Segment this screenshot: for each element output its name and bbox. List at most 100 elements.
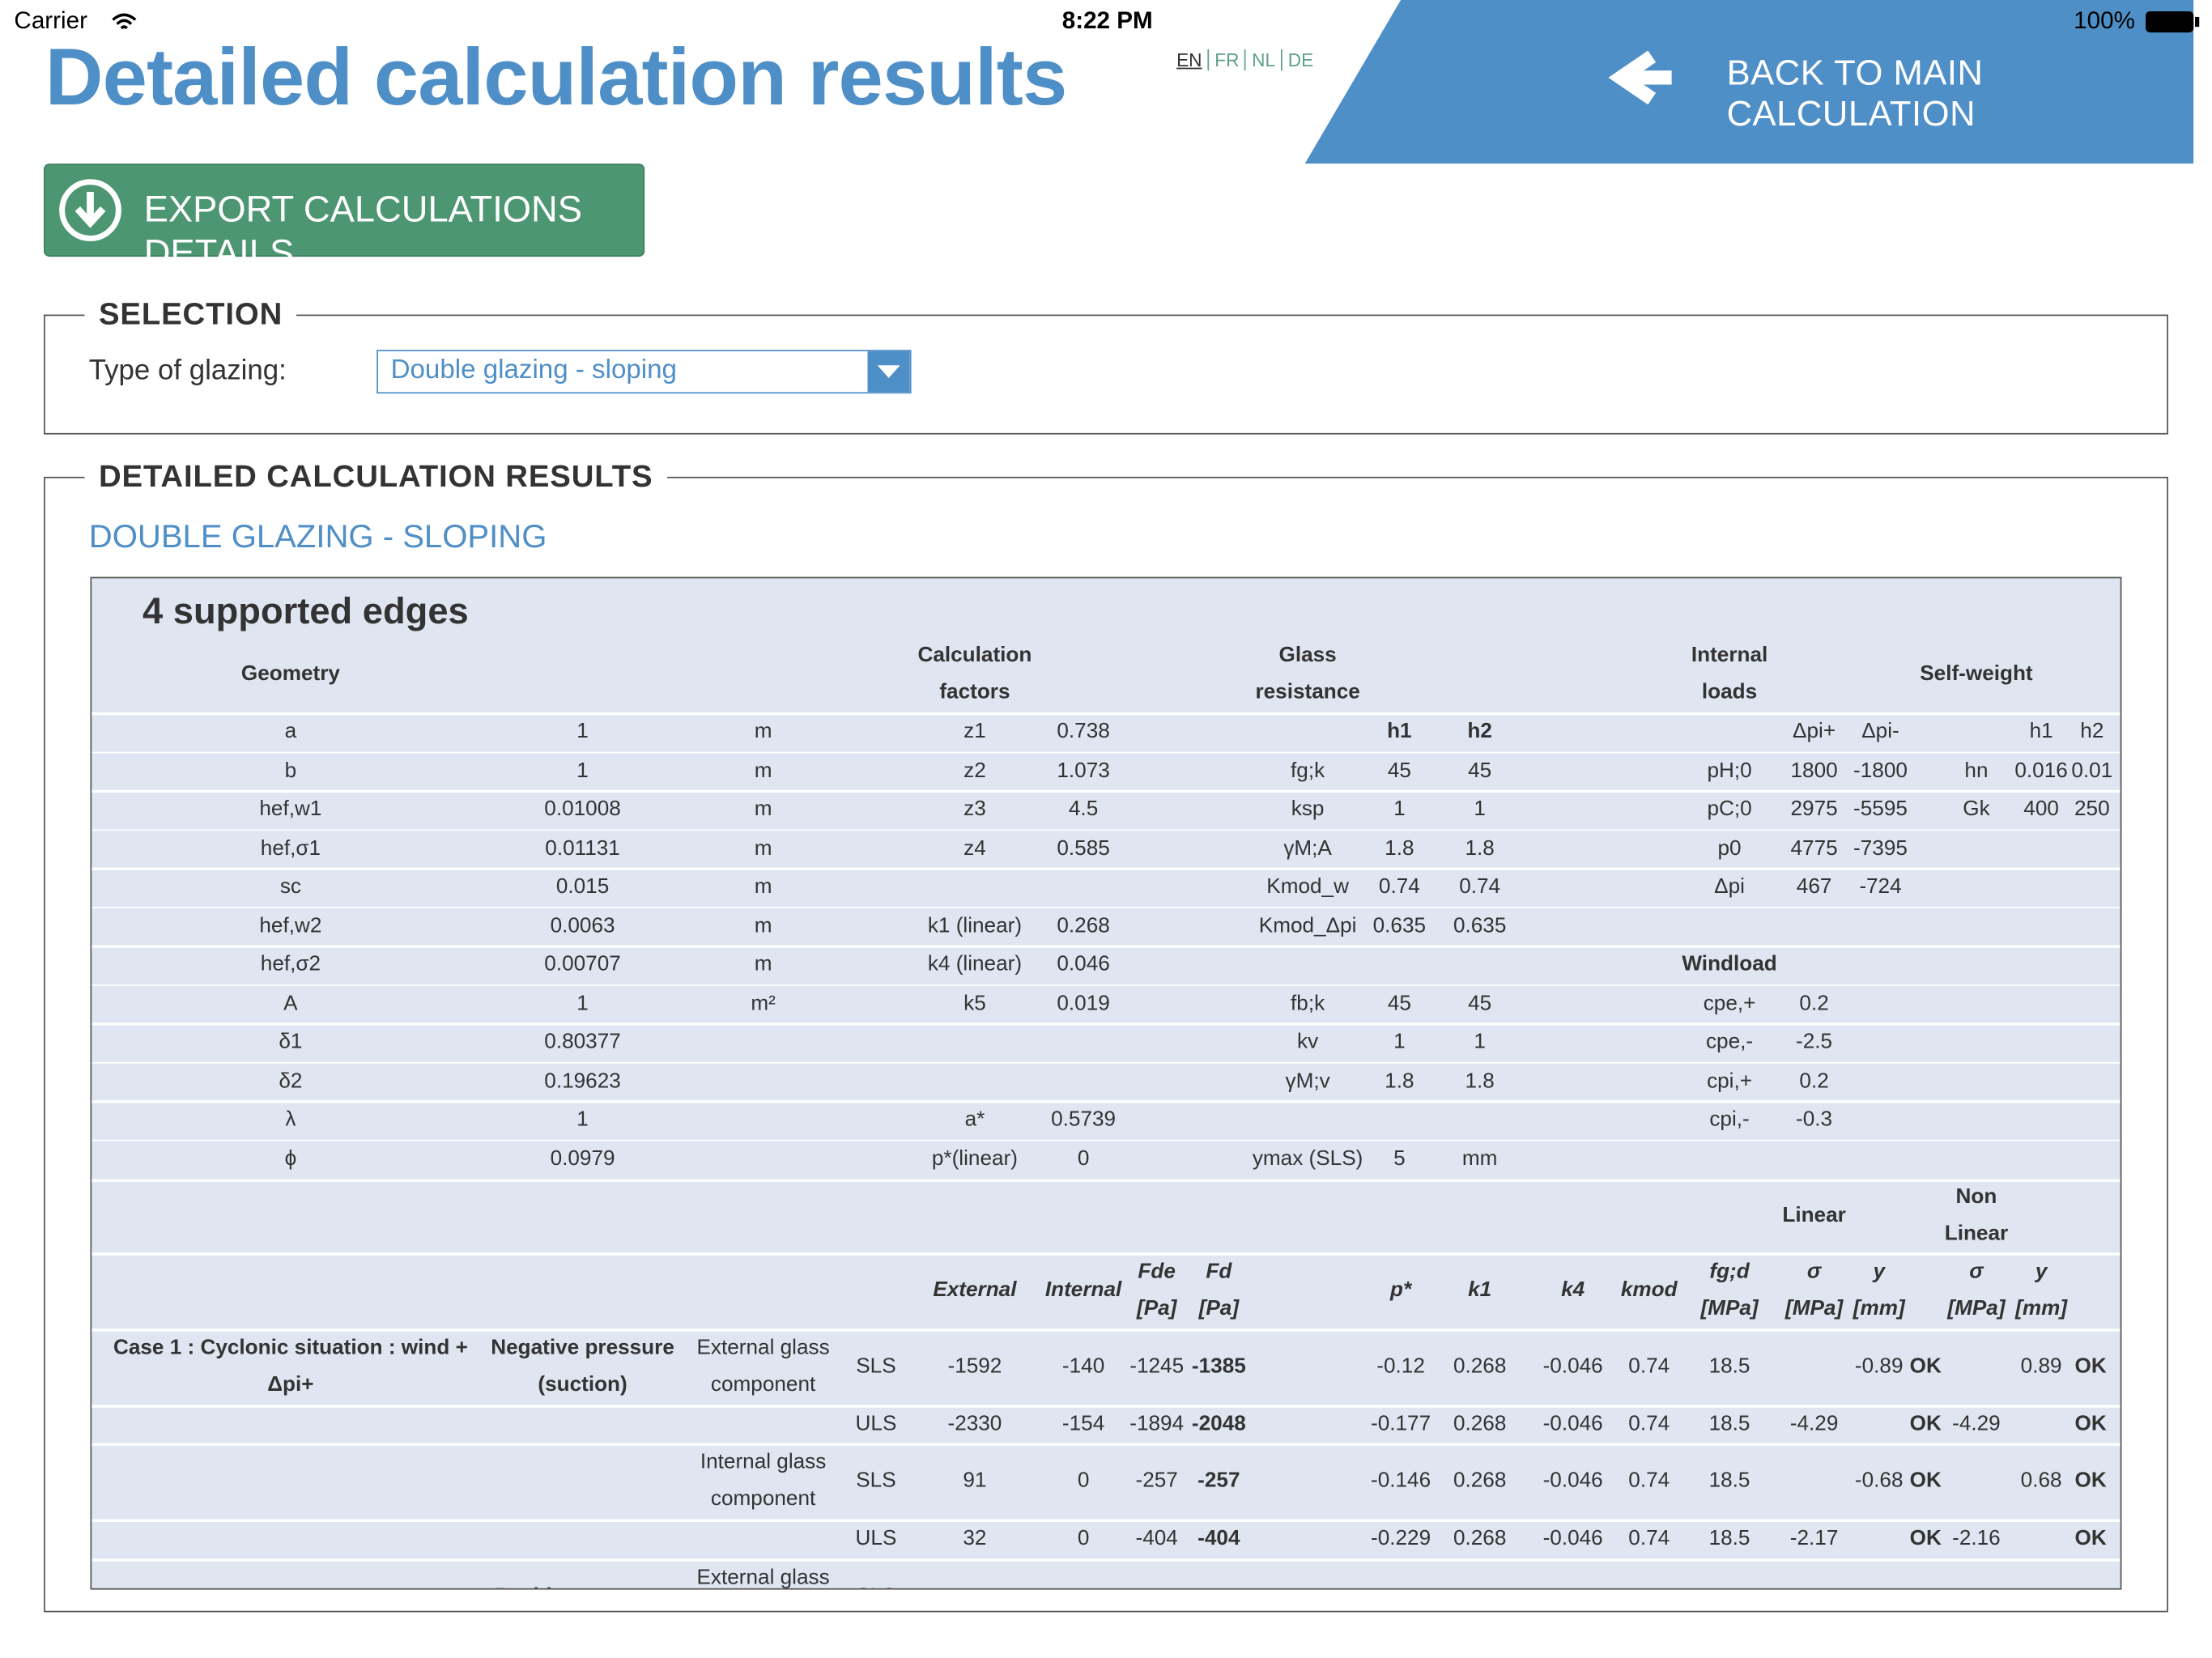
table-cell: OK xyxy=(2074,1412,2107,1436)
export-button[interactable]: EXPORT CALCULATIONS DETAILS xyxy=(44,164,645,274)
table-cell: 18.5 xyxy=(1708,1526,1750,1550)
table-cell: ksp xyxy=(1291,797,1325,822)
table-cell: 1.8 xyxy=(1465,835,1495,860)
table-cell: 0 xyxy=(1077,1146,1090,1171)
table-cell: 0.0979 xyxy=(550,1146,615,1171)
language-option[interactable]: NL xyxy=(1244,49,1281,71)
table-cell: 0.268 xyxy=(1057,913,1110,937)
language-option[interactable]: EN xyxy=(1176,49,1202,71)
table-cell: Case 1 : Cyclonic situation : wind + Δpi… xyxy=(113,1335,468,1397)
table-cell: Windload xyxy=(1682,952,1777,976)
language-option[interactable]: DE xyxy=(1281,49,1319,71)
table-cell: 0.268 xyxy=(1453,1526,1507,1550)
table-cell: -4.29 xyxy=(1789,1412,1839,1436)
table-cell: -0.229 xyxy=(1371,1526,1431,1550)
column-group-header: Self-weight xyxy=(1920,661,2033,686)
table-cell: 0.268 xyxy=(1453,1412,1507,1436)
results-box: DETAILED CALCULATION RESULTS xyxy=(44,458,2168,1613)
table-cell: p0 xyxy=(1717,835,1742,860)
table-cell: 1.8 xyxy=(1385,1068,1414,1093)
table-cell: -1800 xyxy=(1853,758,1908,783)
table-cell: 1.8 xyxy=(1385,835,1414,860)
column-header: p* xyxy=(1390,1278,1412,1303)
table-cell: 91 xyxy=(963,1468,987,1493)
table-cell: 1 xyxy=(1393,797,1406,822)
table-cell: Positive pressure xyxy=(477,1554,688,1588)
table-cell: γM;v xyxy=(1285,1068,1330,1093)
table-cell: ULS xyxy=(855,1526,897,1550)
column-header: fg;d [MPa] xyxy=(1700,1259,1759,1320)
battery-icon xyxy=(2146,11,2200,33)
table-cell: -724 xyxy=(1859,874,1902,899)
table-cell: 1.8 xyxy=(1465,1068,1495,1093)
table-cell: 0.585 xyxy=(1057,835,1110,860)
table-cell: 0 xyxy=(1077,1526,1090,1550)
table-cell: z4 xyxy=(963,835,986,860)
time: 8:22 PM xyxy=(1061,6,1153,34)
table-cell: -4.29 xyxy=(1952,1412,2001,1436)
table-cell: cpi,+ xyxy=(1707,1068,1753,1093)
table-cell: 0 xyxy=(1077,1468,1090,1493)
column-group-header: Linear xyxy=(1782,1203,1846,1227)
table-cell: ULS xyxy=(855,1412,897,1436)
table-cell: OK xyxy=(1909,1354,1942,1379)
table-cell: 5 xyxy=(1393,1146,1406,1171)
table-cell: 467 xyxy=(1796,874,1832,899)
table-cell: 0.00707 xyxy=(544,952,621,976)
table-cell: k4 (linear) xyxy=(927,952,1023,976)
row-separator xyxy=(91,1022,2121,1025)
back-banner[interactable] xyxy=(1304,0,2194,164)
row-separator xyxy=(91,828,2121,831)
table-cell: -2330 xyxy=(947,1412,1002,1436)
column-header: σ [MPa] xyxy=(1947,1259,2006,1320)
table-cell: -257 xyxy=(1197,1468,1240,1493)
table-cell: OK xyxy=(2074,1468,2107,1493)
table-cell: -0.3 xyxy=(1796,1107,1833,1132)
table-cell: 0.268 xyxy=(1453,1354,1507,1379)
back-button[interactable]: BACK TO MAIN CALCULATION xyxy=(1726,53,1984,134)
row-separator xyxy=(91,1252,2121,1255)
table-cell: 0.74 xyxy=(1628,1412,1670,1436)
table-cell: -0.177 xyxy=(1371,1412,1431,1436)
glazing-select[interactable]: Double glazing - sloping xyxy=(376,350,912,394)
table-cell: h1 xyxy=(2029,719,2053,744)
table-cell: cpe,- xyxy=(1705,1029,1754,1054)
table-cell: 1 xyxy=(576,758,589,783)
column-group-header: Glass resistance xyxy=(1255,643,1360,704)
row-separator xyxy=(91,789,2121,793)
table-cell: 0.635 xyxy=(1372,913,1427,937)
table-cell: fb;k xyxy=(1291,990,1325,1015)
table-cell: SLS xyxy=(856,1468,896,1493)
battery: 100% xyxy=(2074,6,2135,34)
table-cell: 0.74 xyxy=(1459,874,1501,899)
column-header: k1 xyxy=(1468,1278,1492,1303)
row-separator xyxy=(91,867,2121,870)
results-table: 4 supported edges Geometry Calculation fa… xyxy=(90,576,2122,1590)
table-cell: 1 xyxy=(1393,1029,1406,1054)
table-cell: z1 xyxy=(963,719,986,744)
table-cell: a xyxy=(284,719,297,744)
table-cell: 1800 xyxy=(1790,758,1838,783)
table-cell: 0.74 xyxy=(1628,1354,1670,1379)
table-cell: 0.01 xyxy=(2071,758,2113,783)
row-separator xyxy=(91,1405,2121,1407)
table-cell: pH;0 xyxy=(1707,758,1752,783)
column-header: Internal xyxy=(1044,1278,1122,1303)
row-separator xyxy=(91,1099,2121,1103)
table-cell: OK xyxy=(1909,1468,1942,1493)
results-legend: DETAILED CALCULATION RESULTS xyxy=(98,458,653,494)
table-cell: -7395 xyxy=(1853,835,1908,860)
table-cell: -0.68 xyxy=(1854,1468,1904,1493)
table-cell: 18.5 xyxy=(1708,1412,1750,1436)
table-cell: -0.146 xyxy=(1371,1468,1431,1493)
language-option[interactable]: FR xyxy=(1207,49,1245,71)
row-separator xyxy=(91,712,2121,715)
table-cell: 0.268 xyxy=(1453,1468,1507,1493)
table-cell: -2.5 xyxy=(1796,1029,1833,1054)
table-cell: z3 xyxy=(963,797,986,822)
table-cell: -0.89 xyxy=(1854,1354,1904,1379)
table-cell: 400 xyxy=(2023,797,2059,822)
column-header: kmod xyxy=(1620,1278,1678,1303)
table-cell: ymax (SLS) xyxy=(1252,1146,1363,1171)
row-separator xyxy=(91,945,2121,947)
